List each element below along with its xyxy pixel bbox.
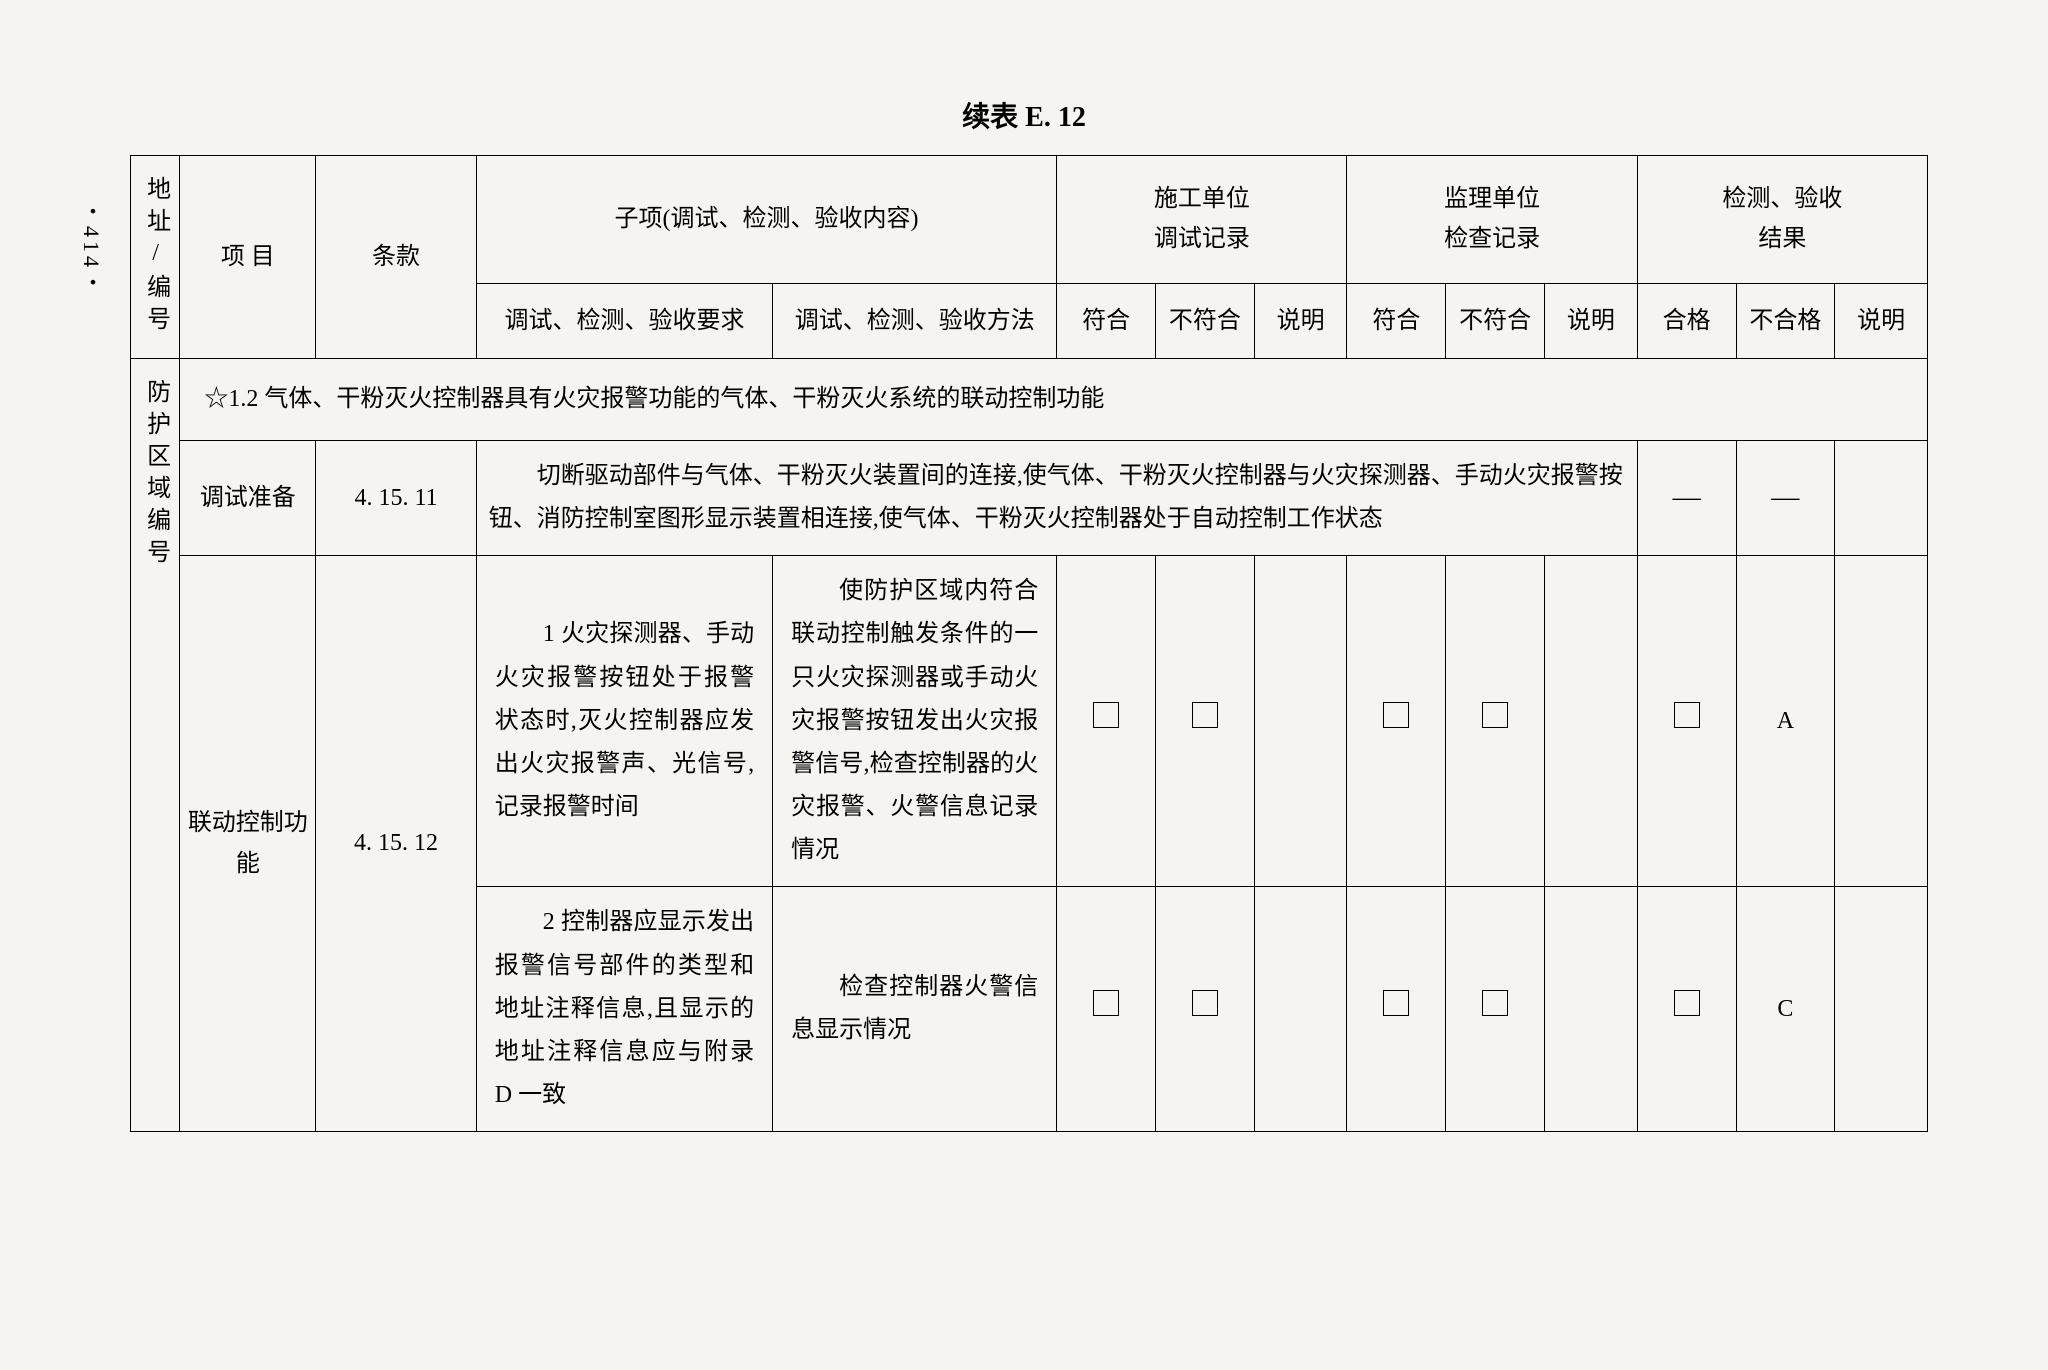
check-cell xyxy=(1156,556,1255,887)
header-project: 项 目 xyxy=(180,156,316,359)
note-cell xyxy=(1835,887,1928,1132)
checkbox-icon[interactable] xyxy=(1192,702,1218,728)
header-note-1: 说明 xyxy=(1254,283,1347,358)
header-req: 调试、检测、验收要求 xyxy=(476,283,772,358)
linkage-req-1: 1 火灾探测器、手动火灾报警按钮处于报警状态时,灭火控制器应发出火灾报警声、光信… xyxy=(476,556,772,887)
linkage-req-2: 2 控制器应显示发出报警信号部件的类型和地址注释信息,且显示的地址注释信息应与附… xyxy=(476,887,772,1132)
prep-project: 调试准备 xyxy=(180,440,316,555)
grade-cell-1: A xyxy=(1736,556,1835,887)
prep-dash-2: — xyxy=(1736,440,1835,555)
note-cell xyxy=(1254,556,1347,887)
note-cell xyxy=(1545,887,1638,1132)
grade-cell-2: C xyxy=(1736,887,1835,1132)
inspection-table: 地址/编号 项 目 条款 子项(调试、检测、验收内容) 施工单位 调试记录 监理… xyxy=(130,155,1928,1132)
check-cell xyxy=(1637,556,1736,887)
checkbox-icon[interactable] xyxy=(1093,990,1119,1016)
linkage-clause: 4. 15. 12 xyxy=(316,556,477,1132)
checkbox-icon[interactable] xyxy=(1482,702,1508,728)
header-pass: 合格 xyxy=(1637,283,1736,358)
prep-content: 切断驱动部件与气体、干粉灭火装置间的连接,使气体、干粉灭火控制器与火灾探测器、手… xyxy=(476,440,1637,555)
header-nonconform-2: 不符合 xyxy=(1446,283,1545,358)
check-cell xyxy=(1446,556,1545,887)
header-note-3: 说明 xyxy=(1835,283,1928,358)
linkage-method-1: 使防护区域内符合联动控制触发条件的一只火灾探测器或手动火灾报警按钮发出火灾报警信… xyxy=(773,556,1057,887)
checkbox-icon[interactable] xyxy=(1383,990,1409,1016)
prep-clause: 4. 15. 11 xyxy=(316,440,477,555)
checkbox-icon[interactable] xyxy=(1674,702,1700,728)
note-cell xyxy=(1254,887,1347,1132)
check-cell xyxy=(1347,887,1446,1132)
header-fail: 不合格 xyxy=(1736,283,1835,358)
prep-note xyxy=(1835,440,1928,555)
prep-row: 调试准备 4. 15. 11 切断驱动部件与气体、干粉灭火装置间的连接,使气体、… xyxy=(131,440,1928,555)
header-conform-1: 符合 xyxy=(1057,283,1156,358)
checkbox-icon[interactable] xyxy=(1093,702,1119,728)
checkbox-icon[interactable] xyxy=(1674,990,1700,1016)
section-title: ☆1.2 气体、干粉灭火控制器具有火灾报警功能的气体、干粉灭火系统的联动控制功能 xyxy=(180,359,1928,441)
header-conform-2: 符合 xyxy=(1347,283,1446,358)
check-cell xyxy=(1156,887,1255,1132)
header-clause: 条款 xyxy=(316,156,477,359)
page-number: ・414・ xyxy=(75,200,107,297)
checkbox-icon[interactable] xyxy=(1383,702,1409,728)
linkage-project: 联动控制功能 xyxy=(180,556,316,1132)
checkbox-icon[interactable] xyxy=(1482,990,1508,1016)
section-title-row: 防护区域编号 ☆1.2 气体、干粉灭火控制器具有火灾报警功能的气体、干粉灭火系统… xyxy=(131,359,1928,441)
prep-dash-1: — xyxy=(1637,440,1736,555)
table-title: 续表 E. 12 xyxy=(0,0,2048,155)
linkage-row-1: 联动控制功能 4. 15. 12 1 火灾探测器、手动火灾报警按钮处于报警状态时… xyxy=(131,556,1928,887)
table-header-row-1: 地址/编号 项 目 条款 子项(调试、检测、验收内容) 施工单位 调试记录 监理… xyxy=(131,156,1928,284)
header-addr: 地址/编号 xyxy=(131,156,180,359)
linkage-method-2: 检查控制器火警信息显示情况 xyxy=(773,887,1057,1132)
header-construction: 施工单位 调试记录 xyxy=(1057,156,1347,284)
header-subitem: 子项(调试、检测、验收内容) xyxy=(476,156,1056,284)
row-addr-label: 防护区域编号 xyxy=(131,359,180,1132)
header-inspection: 检测、验收 结果 xyxy=(1637,156,1927,284)
check-cell xyxy=(1057,887,1156,1132)
check-cell xyxy=(1637,887,1736,1132)
check-cell xyxy=(1347,556,1446,887)
header-supervision: 监理单位 检查记录 xyxy=(1347,156,1637,284)
note-cell xyxy=(1545,556,1638,887)
checkbox-icon[interactable] xyxy=(1192,990,1218,1016)
header-method: 调试、检测、验收方法 xyxy=(773,283,1057,358)
check-cell xyxy=(1446,887,1545,1132)
note-cell xyxy=(1835,556,1928,887)
header-note-2: 说明 xyxy=(1545,283,1638,358)
header-nonconform-1: 不符合 xyxy=(1156,283,1255,358)
check-cell xyxy=(1057,556,1156,887)
